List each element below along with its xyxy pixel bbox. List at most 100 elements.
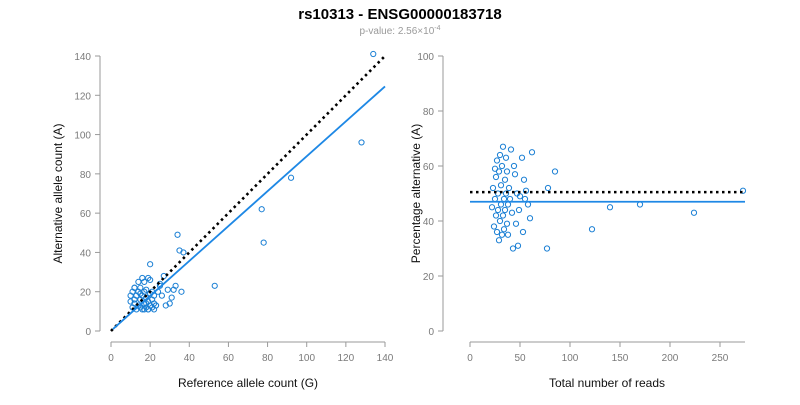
reference-line [110, 55, 386, 332]
data-point [497, 182, 505, 189]
data-point [690, 209, 698, 216]
y-tick-label: 80 [80, 170, 92, 181]
x-tick-label: 200 [662, 353, 679, 364]
data-point [494, 206, 502, 214]
y-tick-label: 60 [423, 162, 435, 173]
chart-title: rs10313 - ENSG00000183718 [298, 6, 502, 23]
x-tick-label: 0 [467, 353, 473, 364]
data-point [516, 193, 524, 200]
data-point [493, 157, 501, 164]
data-point [511, 171, 519, 178]
data-point [260, 239, 267, 246]
data-point [287, 174, 295, 181]
data-point [551, 168, 559, 175]
y-tick-label: 0 [428, 327, 434, 338]
data-point [137, 284, 144, 291]
x-tick-label: 50 [514, 353, 526, 364]
data-point [636, 201, 644, 208]
data-point [504, 201, 512, 208]
data-point [508, 209, 516, 216]
x-tick-label: 120 [338, 353, 355, 364]
right-panel: 0 50 100 150 200 250 0 20 40 60 80 100 Total number … [409, 52, 747, 390]
x-axis-title: Reference allele count (G) [178, 376, 318, 390]
data-point [520, 176, 528, 183]
data-point [150, 300, 158, 307]
x-tick-label: 20 [145, 353, 157, 364]
data-point [143, 286, 150, 293]
data-point [519, 228, 527, 236]
left-panel: 0 20 40 60 80 100 120 140 0 20 40 60 80 100 120 140 Refe… [51, 50, 394, 390]
data-point [145, 306, 152, 313]
data-point [504, 231, 512, 238]
x-tick-label: 0 [108, 353, 114, 364]
data-point [143, 300, 150, 307]
data-point [145, 274, 152, 282]
data-point [492, 212, 500, 219]
data-point [524, 201, 532, 208]
data-point [495, 237, 503, 244]
data-point [141, 306, 148, 313]
y-tick-label: 100 [417, 52, 434, 63]
x-tick-label: 60 [223, 353, 235, 364]
x-tick-label: 80 [262, 353, 274, 364]
data-point [501, 176, 509, 183]
data-point [147, 276, 154, 284]
x-tick-label: 100 [562, 353, 579, 364]
data-point [491, 195, 499, 203]
p-value-text: p-value: 2.56×10 [359, 26, 434, 37]
data-point [147, 261, 154, 268]
data-point [505, 184, 513, 192]
data-point [180, 249, 187, 256]
y-tick-label: 40 [80, 248, 92, 259]
data-point [131, 284, 138, 291]
data-point [490, 223, 498, 230]
y-tick-label: 60 [80, 209, 92, 220]
data-point [166, 300, 173, 307]
x-tick-label: 150 [612, 353, 629, 364]
data-point [544, 184, 552, 192]
data-point [503, 168, 511, 175]
data-point [509, 245, 517, 252]
data-point [141, 278, 148, 285]
data-point [518, 154, 526, 161]
data-point [494, 190, 502, 197]
data-point [493, 228, 501, 236]
data-point [739, 187, 747, 194]
data-point [492, 173, 500, 181]
data-point [164, 286, 171, 293]
y-tick-label: 40 [423, 217, 435, 228]
y-tick-label: 120 [74, 91, 91, 102]
data-point [528, 149, 536, 156]
data-point [507, 146, 515, 153]
data-point [515, 206, 523, 214]
fit-line [112, 85, 386, 330]
data-point [506, 195, 514, 203]
data-point [488, 204, 496, 211]
data-point [174, 231, 181, 238]
data-point [514, 242, 522, 249]
data-point [172, 282, 179, 289]
data-point [135, 302, 142, 309]
data-point [606, 204, 614, 211]
y-tick-label: 0 [85, 327, 91, 338]
p-value-exponent: -4 [434, 25, 440, 32]
data-point [258, 206, 265, 213]
data-point [496, 151, 504, 159]
x-tick-label: 250 [712, 353, 729, 364]
x-tick-label: 140 [377, 353, 394, 364]
y-tick-label: 20 [80, 288, 92, 299]
x-tick-label: 40 [184, 353, 196, 364]
data-point [496, 217, 504, 225]
data-point [498, 231, 506, 238]
data-point [500, 195, 508, 203]
data-point [495, 168, 503, 175]
data-point [211, 282, 218, 289]
data-point [489, 184, 497, 192]
x-axis-title: Total number of reads [549, 376, 665, 390]
data-point [499, 212, 507, 219]
data-point [370, 50, 377, 58]
chart-subtitle: p-value: 2.56×10-4 [359, 25, 440, 37]
data-point [510, 162, 518, 170]
data-point [502, 154, 510, 161]
